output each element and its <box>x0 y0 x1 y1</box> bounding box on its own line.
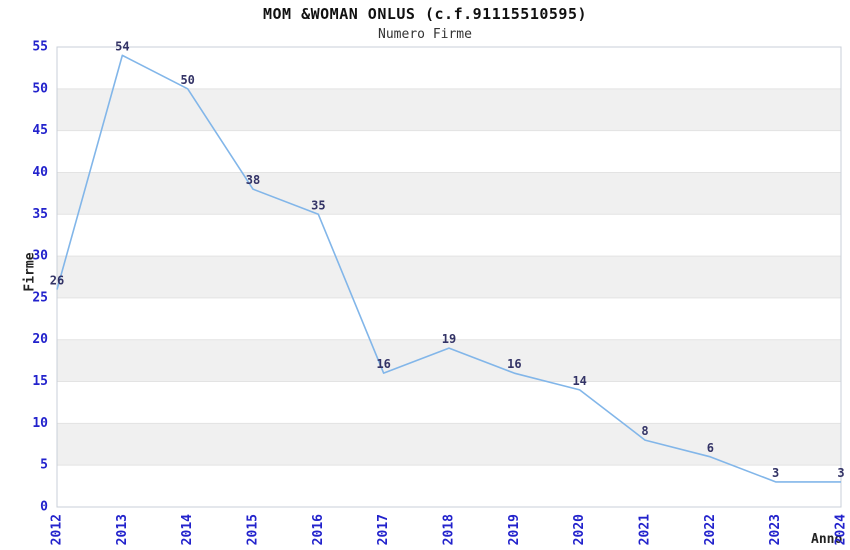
data-point-label: 50 <box>180 73 194 87</box>
y-tick-label: 10 <box>32 416 48 431</box>
data-point-label: 19 <box>442 332 456 346</box>
chart-subtitle: Numero Firme <box>378 27 472 42</box>
plot-border <box>56 46 842 508</box>
y-tick-label: 15 <box>32 374 48 389</box>
x-axis-title: Anno <box>811 532 843 547</box>
y-tick-label: 30 <box>32 249 48 264</box>
data-point-label: 3 <box>772 466 779 480</box>
data-point-label: 26 <box>50 274 64 288</box>
y-tick-label: 20 <box>32 332 48 347</box>
y-tick-label: 0 <box>40 500 48 515</box>
data-point-label: 14 <box>572 374 586 388</box>
data-point-label: 54 <box>115 39 129 53</box>
x-tick-label: 2015 <box>246 514 261 545</box>
x-tick-label: 2020 <box>572 514 587 545</box>
x-tick-label: 2013 <box>115 514 130 545</box>
data-point-label: 38 <box>246 173 260 187</box>
data-point-label: 8 <box>641 424 648 438</box>
plot-band <box>57 256 841 298</box>
y-tick-label: 45 <box>32 123 48 138</box>
data-line <box>56 54 841 483</box>
data-point-label: 16 <box>376 357 390 371</box>
plot-band <box>57 88 841 131</box>
x-tick-label: 2022 <box>703 514 718 545</box>
y-tick-label: 40 <box>32 165 48 180</box>
data-point-label: 35 <box>311 198 325 212</box>
plot-band <box>57 172 841 215</box>
x-tick-label: 2021 <box>638 514 653 545</box>
x-tick-label: 2024 <box>834 514 849 545</box>
plot-band <box>57 423 841 466</box>
x-tick-label: 2016 <box>311 514 326 545</box>
x-tick-label: 2018 <box>442 514 457 545</box>
y-tick-label: 50 <box>32 81 48 96</box>
y-tick-label: 5 <box>40 458 48 473</box>
plot-band <box>57 339 841 382</box>
data-point-label: 3 <box>837 466 844 480</box>
x-tick-label: 2023 <box>768 514 783 545</box>
x-tick-label: 2019 <box>507 514 522 545</box>
chart-title: MOM &WOMAN ONLUS (c.f.91115510595) <box>262 5 588 23</box>
y-tick-label: 55 <box>32 40 48 55</box>
x-tick-label: 2012 <box>50 514 65 545</box>
data-point-label: 16 <box>507 357 521 371</box>
y-tick-label: 25 <box>32 290 48 305</box>
x-tick-label: 2017 <box>376 514 391 545</box>
data-point-label: 6 <box>707 441 714 455</box>
x-tick-label: 2014 <box>180 514 195 545</box>
y-tick-label: 35 <box>32 207 48 222</box>
